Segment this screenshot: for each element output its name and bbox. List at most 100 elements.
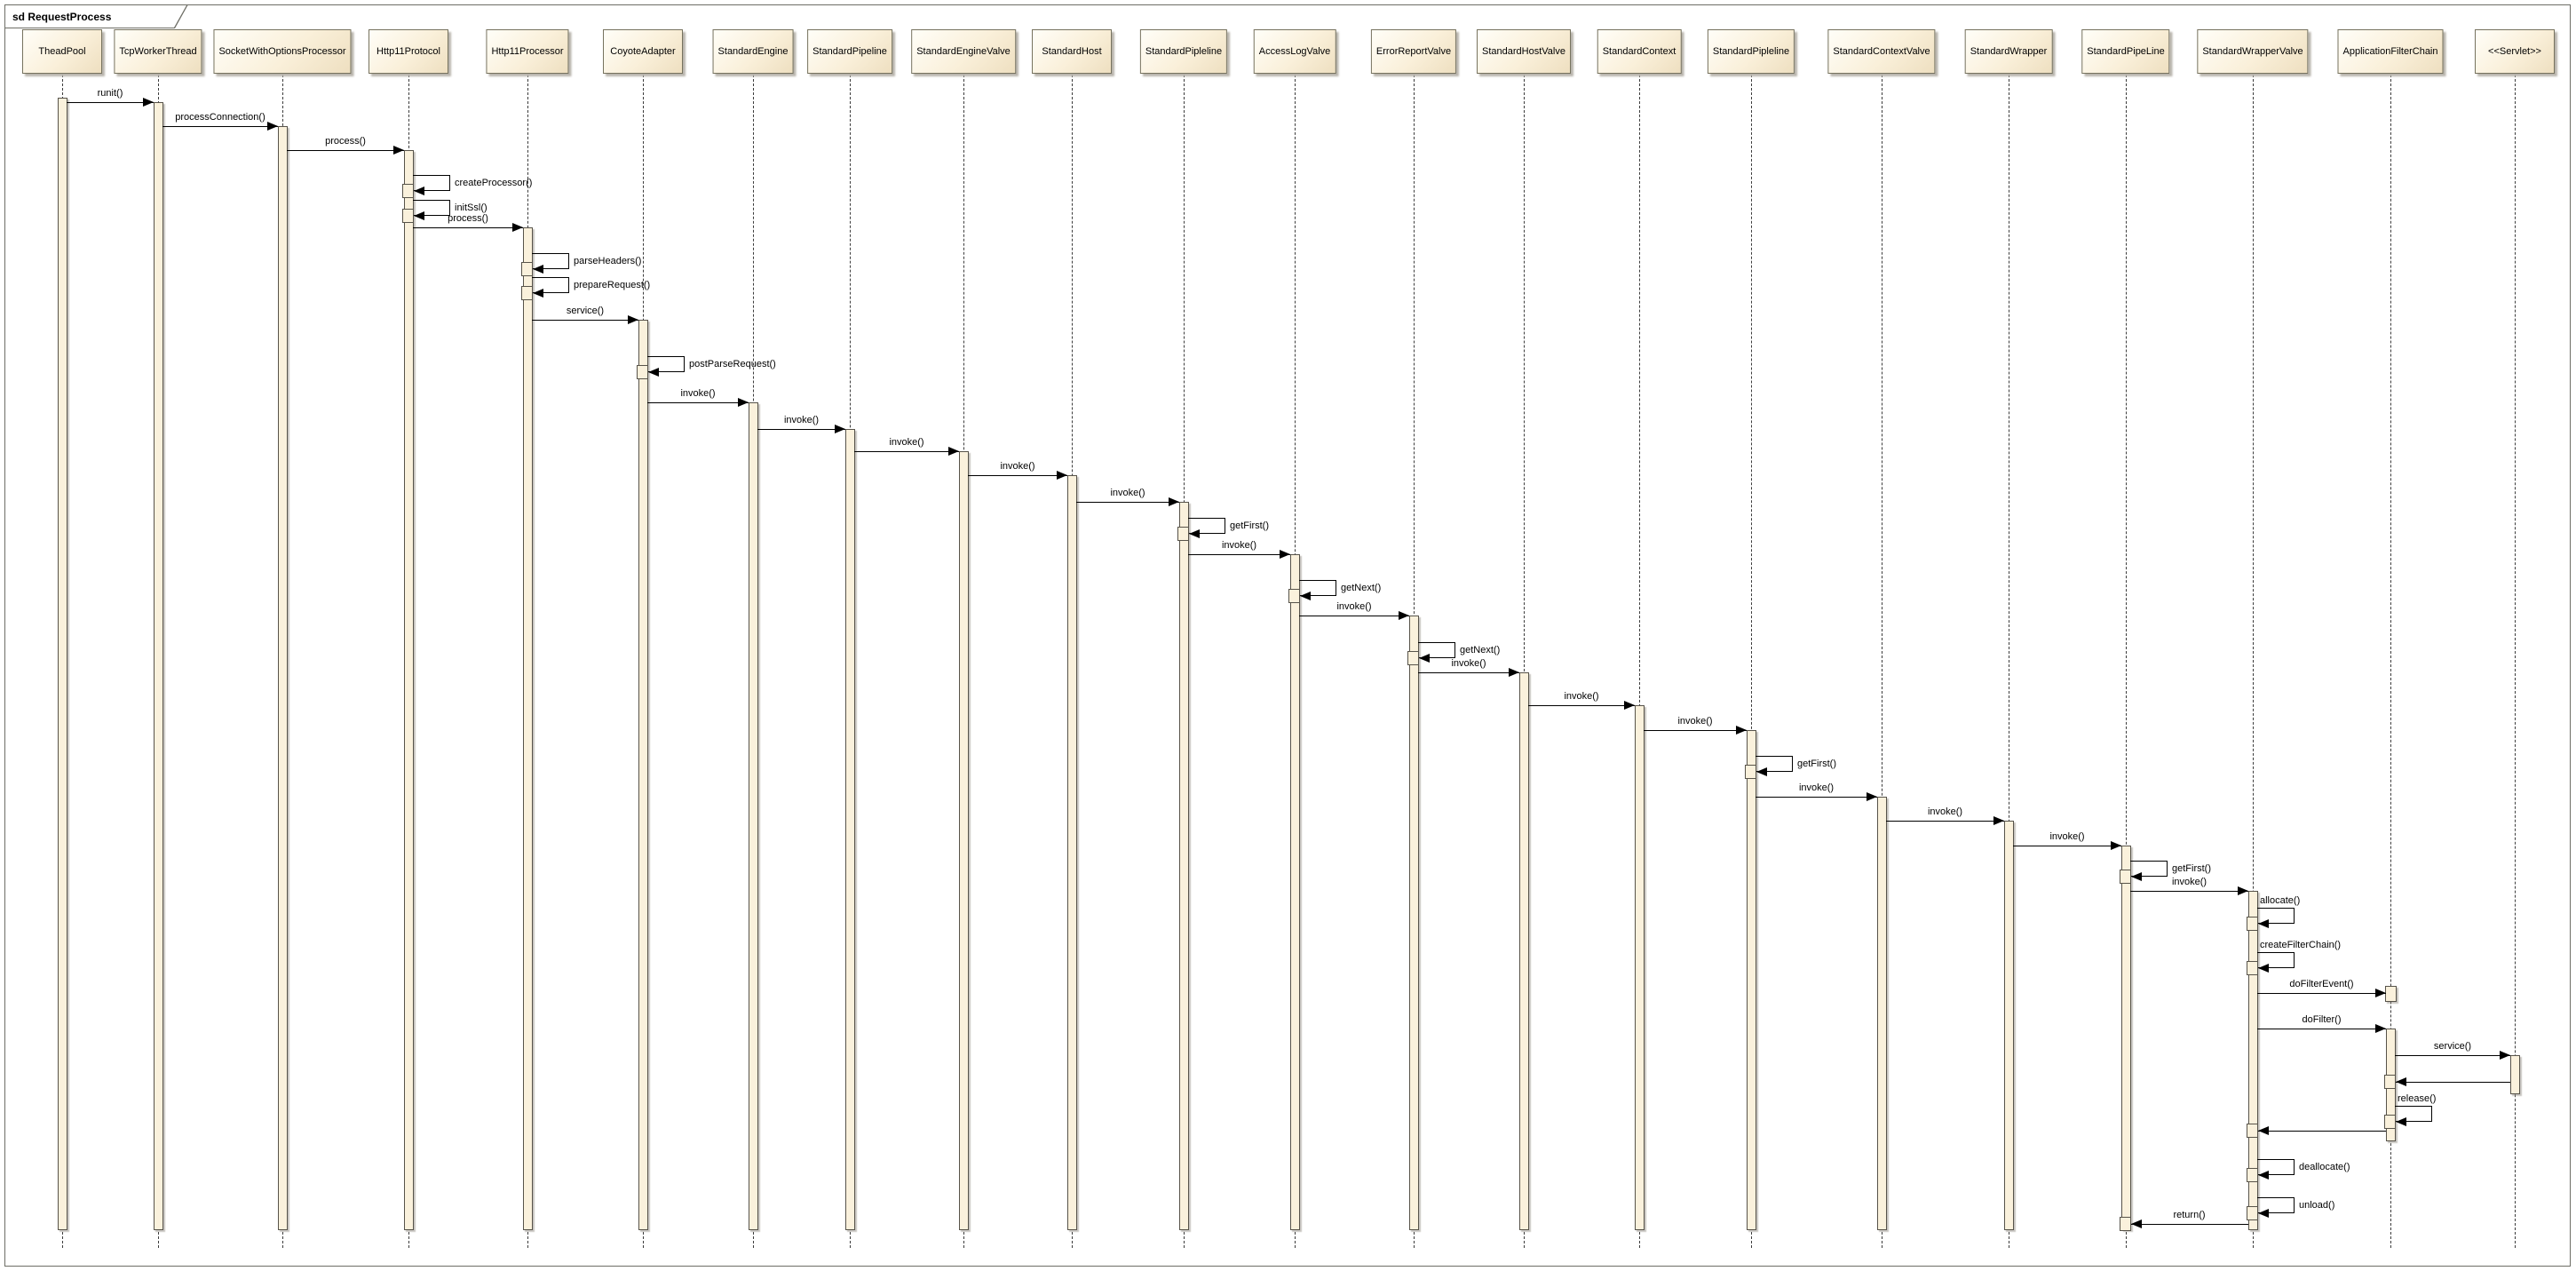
self-message [532,277,569,293]
participant-name: <<Servlet>> [2488,46,2541,57]
arrowhead-icon [2111,841,2121,850]
participant-name: StandardWrapperValve [2202,46,2303,57]
self-message [2395,1106,2432,1122]
self-message [2257,952,2295,968]
nested-activation [2120,1217,2131,1231]
self-message [413,175,450,191]
message-arrow [1076,502,1179,503]
arrowhead-icon [414,211,424,220]
message-label: invoke() [2171,877,2207,887]
activation-bar [1066,475,1077,1230]
arrowhead-icon [1057,471,1067,480]
nested-activation [2247,1124,2258,1138]
message-label: initSsl() [455,203,487,213]
arrowhead-icon [533,265,543,274]
participant-name: CoyoteAdapter [610,46,676,57]
participant-name: StandardWrapper [1970,46,2048,57]
activation-bar [1178,502,1189,1230]
participant-name: StandardPipleline [1712,46,1790,57]
message-arrow [287,150,404,151]
message-label: return() [2173,1210,2206,1220]
diagram-frame [4,4,2571,1267]
lifeline [1524,75,1525,1248]
message-label: getFirst() [1797,759,1836,769]
message-arrow [1644,730,1747,731]
message-label: invoke() [1451,658,1486,669]
message-arrow [647,402,749,403]
participant-box: StandardContextValve [1827,29,1936,74]
message-label: invoke() [889,437,924,448]
participant-box: TcpWorkerThread [114,29,202,74]
nested-activation [2120,870,2131,884]
nested-activation [521,262,533,276]
participant-name: StandardPipeline [812,46,887,57]
arrowhead-icon [1300,592,1311,600]
arrowhead-icon [2258,1209,2269,1218]
message-label: invoke() [1927,806,1963,817]
message-label: doFilter() [2302,1014,2342,1025]
activation-bar [1746,730,1756,1230]
nested-activation [2247,1206,2258,1220]
message-label: release() [2398,1093,2437,1104]
participant-name: StandardPipleline [1145,46,1223,57]
arrowhead-icon [835,425,845,433]
participant-name: ErrorReportValve [1375,46,1452,57]
message-arrow [532,320,638,321]
arrowhead-icon [1419,654,1430,663]
participant-box: AccessLogValve [1253,29,1336,74]
nested-activation [2247,1168,2258,1182]
participant-name: StandardHost [1042,46,1102,57]
arrowhead-icon [2131,1219,2142,1228]
message-label: invoke() [1000,461,1035,472]
arrowhead-icon [267,122,278,131]
lifeline [2253,75,2254,1248]
message-arrow [968,475,1067,476]
message-label: invoke() [1677,716,1713,727]
arrowhead-icon [1756,767,1767,776]
activation-bar [638,320,648,1230]
activation-bar [1518,672,1529,1230]
self-message [413,200,450,216]
arrowhead-icon [414,187,424,195]
arrowhead-icon [1993,816,2004,825]
message-arrow [854,451,959,452]
message-arrow [2131,1224,2248,1225]
arrowhead-icon [533,289,543,298]
activation-bar [748,402,758,1230]
lifeline [2515,75,2516,1248]
message-label: unload() [2299,1200,2335,1211]
participant-box: StandardContext [1597,29,1682,74]
message-label: getFirst() [2172,863,2211,874]
self-message [2257,908,2295,924]
activation-bar [2003,821,2014,1230]
message-arrow [2395,1055,2510,1056]
message-label: createProcessor() [455,178,533,188]
arrowhead-icon [2500,1051,2510,1060]
participant-box: ApplicationFilterChain [2337,29,2444,74]
message-arrow [2257,993,2386,994]
activation-bar [1408,616,1419,1230]
message-label: invoke() [1798,782,1835,793]
nested-activation [2384,1115,2396,1129]
activation-bar [2247,891,2258,1230]
frame-tab-label: sd RequestProcess [5,5,186,28]
nested-activation [1407,651,1419,665]
arrowhead-icon [2238,886,2248,895]
arrowhead-icon [1169,497,1179,506]
message-label: getNext() [1341,583,1382,593]
message-arrow [2130,891,2248,892]
participant-box: StandardPipeLine [2081,29,2170,74]
participant-box: Http11Processor [486,29,569,74]
participant-box: StandardWrapper [1964,29,2053,74]
participant-box: StandardPipleline [1139,29,1228,74]
participant-box: <<Servlet>> [2475,29,2555,74]
arrowhead-icon [393,146,404,155]
nested-activation [1288,589,1300,603]
arrowhead-icon [1736,726,1747,735]
nested-activation [2247,961,2258,975]
arrowhead-icon [2258,1171,2269,1180]
participant-name: StandardContextValve [1833,46,1930,57]
activation-bar [1634,705,1645,1230]
arrowhead-icon [512,223,523,232]
message-arrow [162,126,278,127]
